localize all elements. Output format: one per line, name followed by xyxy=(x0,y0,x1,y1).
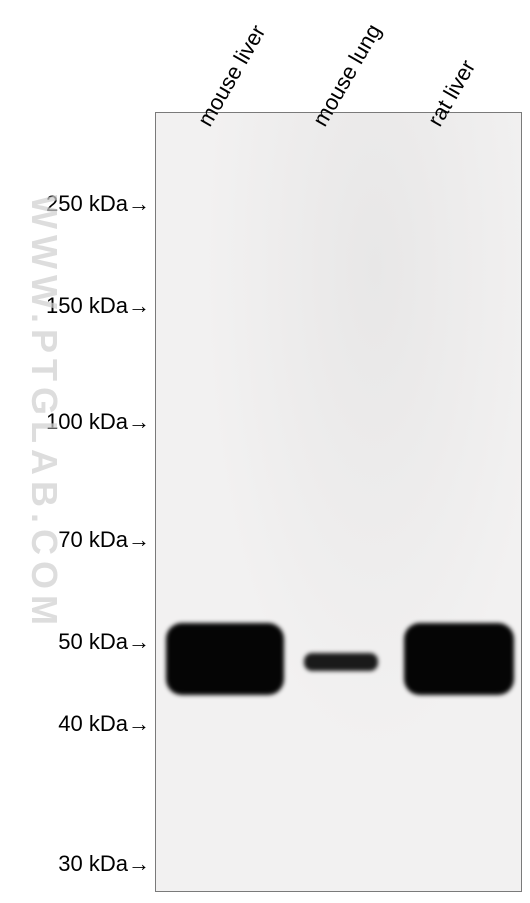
blot-area xyxy=(155,112,522,892)
band-lane-2 xyxy=(304,653,378,671)
band-lane-3 xyxy=(404,623,514,695)
blot-background xyxy=(156,113,521,891)
marker-250: 250 kDa→ xyxy=(46,191,150,217)
marker-30: 30 kDa→ xyxy=(58,851,150,877)
marker-150: 150 kDa→ xyxy=(46,293,150,319)
band-lane-1 xyxy=(166,623,284,695)
marker-50: 50 kDa→ xyxy=(58,629,150,655)
marker-100: 100 kDa→ xyxy=(46,409,150,435)
marker-40: 40 kDa→ xyxy=(58,711,150,737)
figure-container: { "figure": { "type": "western-blot", "w… xyxy=(0,0,530,903)
marker-70: 70 kDa→ xyxy=(58,527,150,553)
